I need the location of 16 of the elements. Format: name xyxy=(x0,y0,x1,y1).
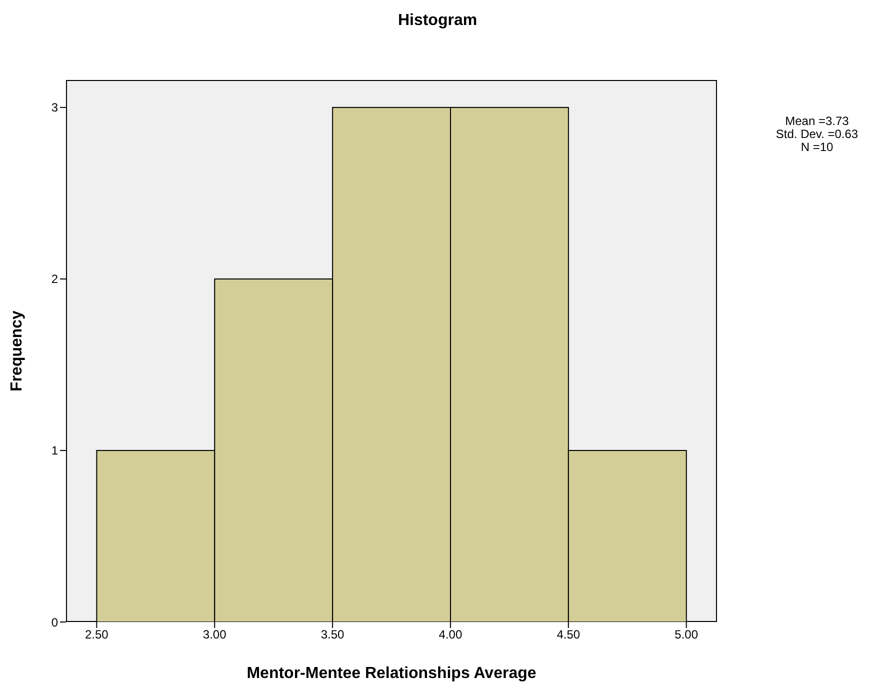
y-axis-title: Frequency xyxy=(8,310,26,392)
x-tick-label: 3.00 xyxy=(202,628,227,642)
y-tick-label: 1 xyxy=(51,444,58,458)
y-tick-label: 3 xyxy=(51,100,58,115)
text: Mean =3.73 xyxy=(784,114,850,128)
x-axis-title: Mentor-Mentee Relationships Average xyxy=(246,665,536,682)
chart-title: Histogram xyxy=(396,12,478,30)
text: N =10 xyxy=(800,140,834,154)
y-tick-label: 2 xyxy=(51,272,58,286)
x-tick-label: 4.50 xyxy=(556,628,580,642)
x-tick-label: 4.00 xyxy=(438,628,462,642)
x-tick-label: 5.00 xyxy=(674,628,698,642)
text: Std. Dev. =0.63 xyxy=(774,127,860,141)
x-tick-label: 2.50 xyxy=(84,628,109,642)
x-tick-label: 3.50 xyxy=(320,628,345,642)
y-tick-label: 0 xyxy=(51,615,58,630)
